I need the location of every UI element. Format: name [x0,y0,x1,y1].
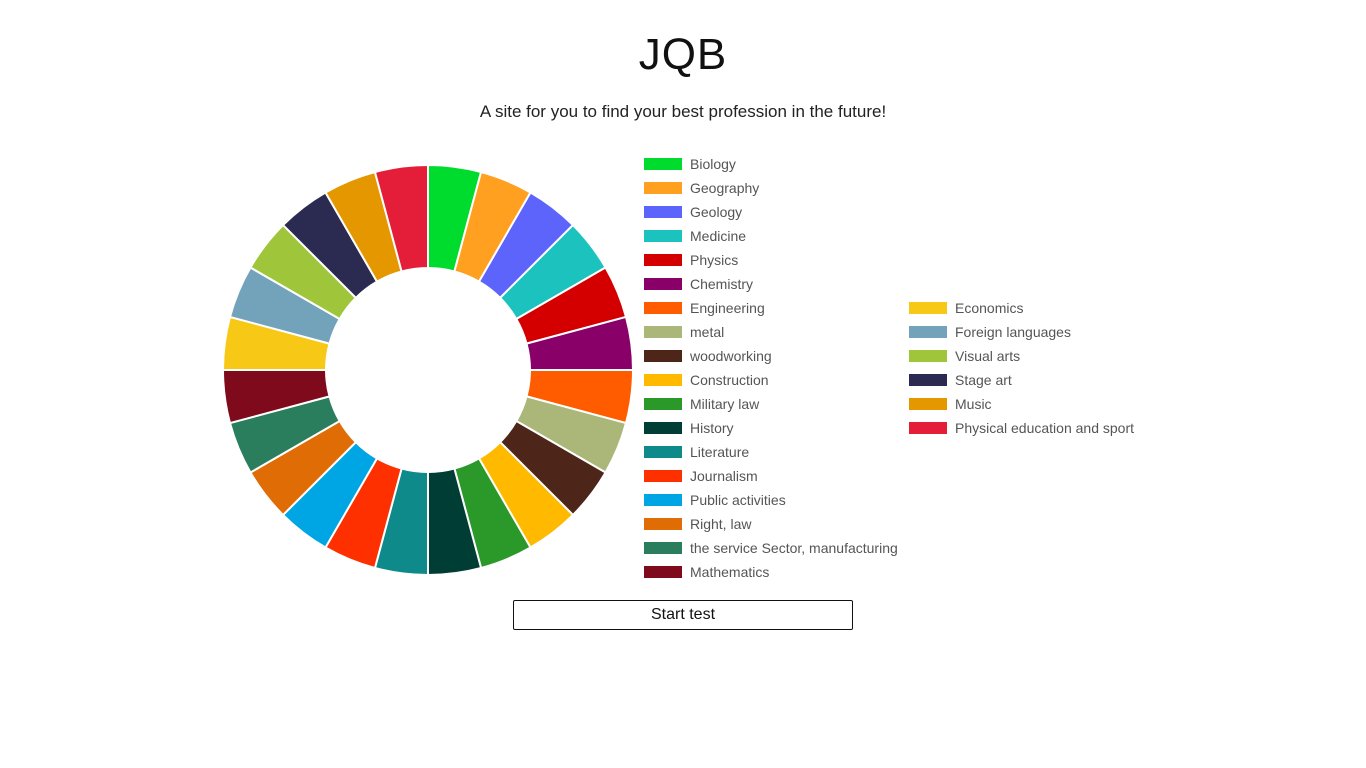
legend-item-history[interactable]: History [644,420,734,436]
legend-item-right-law[interactable]: Right, law [644,516,752,532]
legend-label: Engineering [690,300,765,316]
legend-swatch [644,206,682,218]
legend-label: History [690,420,734,436]
legend-swatch [644,494,682,506]
legend-swatch [644,446,682,458]
legend-label: Chemistry [690,276,753,292]
legend-item-foreign-languages[interactable]: Foreign languages [909,324,1071,340]
legend-swatch [909,374,947,386]
legend-label: Journalism [690,468,758,484]
legend-label: Public activities [690,492,786,508]
legend-swatch [644,374,682,386]
legend-item-chemistry[interactable]: Chemistry [644,276,753,292]
legend-swatch [644,254,682,266]
legend-label: Physical education and sport [955,420,1134,436]
legend-label: Physics [690,252,738,268]
legend-label: the service Sector, manufacturing [690,540,898,556]
legend-item-medicine[interactable]: Medicine [644,228,746,244]
legend-swatch [644,518,682,530]
legend-label: Biology [690,156,736,172]
legend-label: woodworking [689,348,772,364]
legend-item-physics[interactable]: Physics [644,252,738,268]
legend-label: Literature [690,444,749,460]
legend-swatch [644,422,682,434]
legend-label: Music [955,396,992,412]
legend-item-construction[interactable]: Construction [644,372,769,388]
legend-swatch [909,326,947,338]
legend-swatch [644,302,682,314]
legend-item-physical-education-and-sport[interactable]: Physical education and sport [909,420,1134,436]
legend-item-mathematics[interactable]: Mathematics [644,564,769,580]
legend-item-music[interactable]: Music [909,396,992,412]
legend-swatch [644,542,682,554]
legend-swatch [644,278,682,290]
page-title: JQB [638,30,728,79]
legend-item-literature[interactable]: Literature [644,444,749,460]
chart-legend: Biology Geography Geology Medicine Physics Ch… [644,156,1134,580]
legend-label: Geology [690,204,742,220]
legend-label: Construction [690,372,769,388]
legend-label: Right, law [690,516,752,532]
chart-slices [221,163,635,577]
legend-label: Mathematics [690,564,769,580]
legend-item-woodworking[interactable]: woodworking [644,348,772,364]
legend-item-geology[interactable]: Geology [644,204,742,220]
slice-physical-education-and-sport[interactable] [373,163,429,273]
legend-item-the-service-sector-manufacturing[interactable]: the service Sector, manufacturing [644,540,898,556]
legend-swatch [644,470,682,482]
legend-swatch [909,422,947,434]
legend-label: Economics [955,300,1023,316]
legend-swatch [644,182,682,194]
legend-label: Military law [690,396,760,412]
legend-swatch [644,398,682,410]
legend-label: Medicine [690,228,746,244]
legend-item-military-law[interactable]: Military law [644,396,760,412]
page-subtitle: A site for you to find your best profess… [479,102,887,121]
legend-item-geography[interactable]: Geography [644,180,759,196]
legend-swatch [644,350,682,362]
legend-label: Geography [690,180,759,196]
legend-item-stage-art[interactable]: Stage art [909,372,1012,388]
legend-swatch [644,326,682,338]
legend-swatch [644,566,682,578]
legend-label: metal [690,324,724,340]
legend-label: Foreign languages [955,324,1071,340]
start-test-button[interactable]: Start test [513,600,853,630]
legend-label: Stage art [955,372,1012,388]
legend-item-visual-arts[interactable]: Visual arts [909,348,1020,364]
legend-swatch [909,398,947,410]
legend-label: Visual arts [955,348,1020,364]
legend-swatch [644,230,682,242]
legend-swatch [909,350,947,362]
legend-item-biology[interactable]: Biology [644,156,736,172]
legend-item-public-activities[interactable]: Public activities [644,492,786,508]
legend-item-engineering[interactable]: Engineering [644,300,765,316]
legend-item-economics[interactable]: Economics [909,300,1023,316]
legend-item-journalism[interactable]: Journalism [644,468,758,484]
legend-swatch [644,158,682,170]
legend-item-metal[interactable]: metal [644,324,724,340]
legend-swatch [909,302,947,314]
